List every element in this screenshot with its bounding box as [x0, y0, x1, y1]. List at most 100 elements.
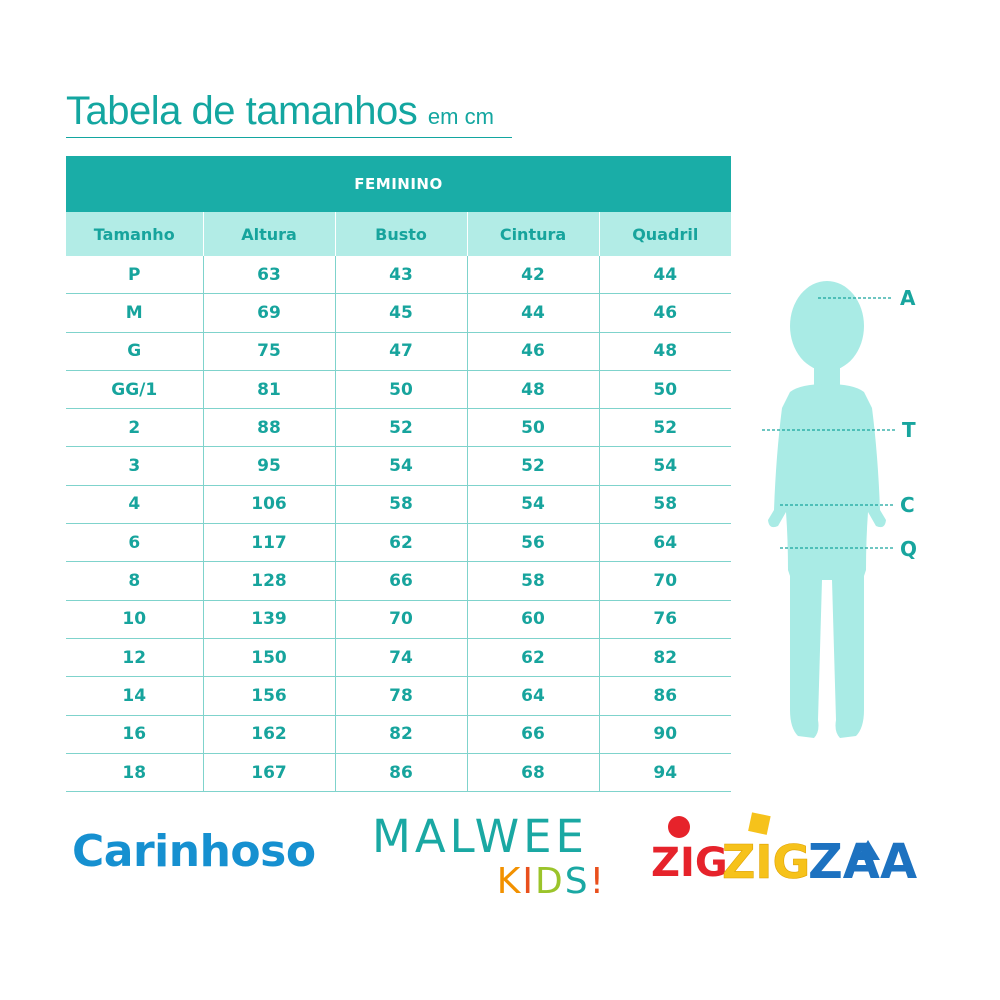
- cell-busto: 66: [334, 561, 467, 601]
- cell-altura: 88: [202, 408, 335, 448]
- kids-letter: D: [534, 861, 565, 902]
- cell-busto: 50: [334, 370, 467, 410]
- zig-zig-zaa-mark: ZIG ZIG ZAA: [651, 812, 917, 890]
- table-row: 18 167 86 68 94: [66, 753, 732, 793]
- cell-quadril: 82: [598, 638, 732, 678]
- page-title-unit: em cm: [427, 104, 494, 129]
- cell-tamanho: 16: [66, 715, 203, 754]
- table-body: P 63 43 42 44 M 69 45 44 46 G 75 47 46 48 GG/1 81 50 48 50 2…: [66, 256, 732, 793]
- cell-cintura: 52: [466, 446, 599, 486]
- cell-tamanho: 3: [66, 446, 203, 486]
- cell-busto: 47: [334, 332, 467, 371]
- cell-cintura: 50: [466, 408, 599, 448]
- cell-altura: 117: [202, 523, 335, 563]
- cell-altura: 162: [202, 715, 335, 754]
- cell-cintura: 66: [466, 715, 599, 754]
- cell-cintura: 62: [466, 638, 599, 678]
- kids-letter: !: [589, 861, 606, 902]
- cell-busto: 58: [334, 485, 467, 525]
- table-header-row: Tamanho Altura Busto Cintura Quadril: [66, 212, 732, 256]
- cell-cintura: 48: [466, 370, 599, 410]
- kids-wordmark: KIDS!: [352, 862, 608, 902]
- table-row: 8 128 66 58 70: [66, 561, 732, 601]
- kids-letter: I: [522, 861, 535, 902]
- table-band-label: FEMININO: [66, 156, 732, 212]
- table-row: M 69 45 44 46: [66, 293, 732, 333]
- table-row: G 75 47 46 48: [66, 332, 732, 371]
- cell-cintura: 68: [466, 753, 599, 793]
- cell-altura: 69: [202, 293, 335, 333]
- zig-word-1: ZIG: [651, 840, 728, 886]
- cell-busto: 82: [334, 715, 467, 754]
- table-row: 6 117 62 56 64: [66, 523, 732, 563]
- cell-cintura: 60: [466, 600, 599, 639]
- cell-tamanho: 10: [66, 600, 203, 639]
- malwee-wordmark: MALWEE: [372, 810, 588, 863]
- table-row: 16 162 82 66 90: [66, 715, 732, 754]
- table-row: 3 95 54 52 54: [66, 446, 732, 486]
- cell-quadril: 44: [598, 256, 732, 295]
- cell-altura: 139: [202, 600, 335, 639]
- red-dot-icon: [668, 816, 690, 838]
- cell-tamanho: 12: [66, 638, 203, 678]
- cell-cintura: 54: [466, 485, 599, 525]
- cell-quadril: 64: [598, 523, 732, 563]
- cell-altura: 95: [202, 446, 335, 486]
- zig-zig-zaa-logo: ZIG ZIG ZAA: [648, 810, 933, 890]
- cell-busto: 86: [334, 753, 467, 793]
- table-row: P 63 43 42 44: [66, 256, 732, 295]
- table-row: 10 139 70 60 76: [66, 600, 732, 639]
- cell-busto: 74: [334, 638, 467, 678]
- cell-quadril: 52: [598, 408, 732, 448]
- cell-cintura: 42: [466, 256, 599, 295]
- cell-tamanho: 6: [66, 523, 203, 563]
- cell-altura: 156: [202, 676, 335, 716]
- table-band-row: FEMININO: [66, 156, 732, 212]
- cell-tamanho: 18: [66, 753, 203, 793]
- table-row: 2 88 52 50 52: [66, 408, 732, 448]
- marker-c: C: [900, 493, 915, 517]
- column-header-quadril: Quadril: [598, 212, 732, 256]
- cell-tamanho: 4: [66, 485, 203, 525]
- malwee-kids-logo: MALWEE KIDS!: [352, 812, 608, 902]
- yellow-square-icon: [748, 812, 771, 835]
- title-underline: [66, 137, 512, 138]
- cell-tamanho: 2: [66, 408, 203, 448]
- cell-quadril: 90: [598, 715, 732, 754]
- zig-word-2: ZIG: [722, 835, 810, 889]
- cell-altura: 106: [202, 485, 335, 525]
- cell-cintura: 56: [466, 523, 599, 563]
- cell-tamanho: P: [66, 256, 203, 295]
- measurement-figure: A T C Q: [740, 280, 990, 760]
- column-header-altura: Altura: [202, 212, 335, 256]
- table-row: 14 156 78 64 86: [66, 676, 732, 716]
- cell-quadril: 50: [598, 370, 732, 410]
- cell-quadril: 70: [598, 561, 732, 601]
- table-row: 4 106 58 54 58: [66, 485, 732, 525]
- cell-busto: 45: [334, 293, 467, 333]
- child-silhouette-icon: [768, 281, 886, 738]
- kids-letter: S: [564, 861, 590, 902]
- cell-cintura: 44: [466, 293, 599, 333]
- page-title-block: Tabela de tamanhos em cm: [66, 88, 512, 140]
- blue-triangle-icon: [856, 840, 880, 860]
- cell-quadril: 54: [598, 446, 732, 486]
- cell-busto: 52: [334, 408, 467, 448]
- cell-altura: 167: [202, 753, 335, 793]
- column-header-busto: Busto: [334, 212, 467, 256]
- cell-altura: 128: [202, 561, 335, 601]
- size-table: FEMININO Tamanho Altura Busto Cintura Qu…: [66, 156, 732, 793]
- cell-cintura: 46: [466, 332, 599, 371]
- cell-tamanho: 8: [66, 561, 203, 601]
- cell-quadril: 58: [598, 485, 732, 525]
- cell-busto: 54: [334, 446, 467, 486]
- zaa-word: ZAA: [808, 834, 917, 890]
- carinhoso-logo: Carinhoso: [72, 826, 316, 877]
- cell-quadril: 76: [598, 600, 732, 639]
- cell-tamanho: GG/1: [66, 370, 203, 410]
- column-header-cintura: Cintura: [466, 212, 599, 256]
- cell-altura: 81: [202, 370, 335, 410]
- table-row: GG/1 81 50 48 50: [66, 370, 732, 410]
- cell-cintura: 64: [466, 676, 599, 716]
- marker-t: T: [902, 418, 916, 442]
